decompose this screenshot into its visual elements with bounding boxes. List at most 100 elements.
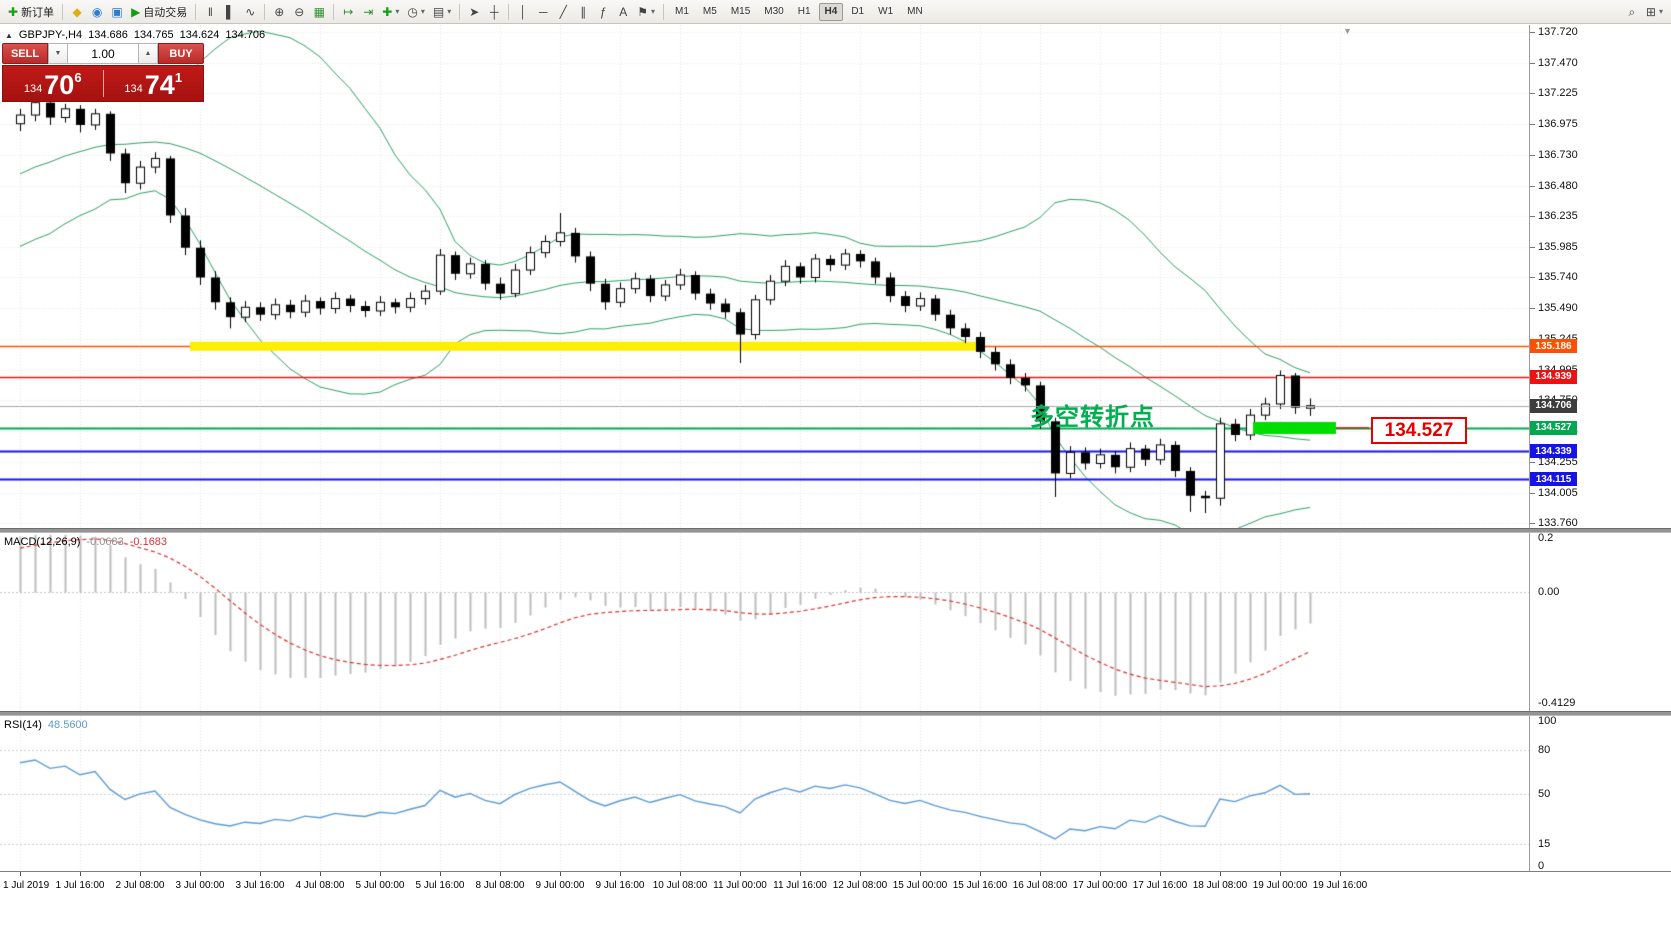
time-axis-label: 3 Jul 16:00 [235, 880, 285, 891]
time-tick-mark [1160, 872, 1161, 876]
time-tick-mark [1040, 872, 1041, 876]
buy-price-display[interactable]: 134 74 1 [104, 66, 204, 101]
autotrading-button-label: 自动交易 [143, 6, 188, 19]
toolbar-separator [62, 3, 64, 20]
triangle-up-icon: ▲ [144, 50, 152, 57]
timeframe-m1-button[interactable]: M1 [675, 6, 689, 17]
macd-signal-value: -0.1683 [129, 536, 168, 548]
price-tick-label: 134.255 [1538, 455, 1578, 468]
timeframe-w1-button[interactable]: W1 [878, 6, 894, 17]
chart-shift-marker-icon[interactable]: ▼ [1343, 26, 1352, 36]
chart-shift-icon: ⇥ [363, 4, 374, 19]
price-chart-canvas[interactable] [0, 25, 1529, 528]
timeframe-h4-button[interactable]: H4 [818, 2, 844, 21]
panel-separator[interactable] [0, 528, 1671, 533]
timeframe-d1-button[interactable]: D1 [851, 6, 865, 17]
tile-windows-icon: ▦ [313, 4, 325, 19]
ohlc-low: 134.624 [179, 29, 220, 41]
arrow-label-icon: ⚑ [637, 4, 648, 19]
price-tick-label: 137.470 [1538, 56, 1578, 69]
periods-button[interactable]: ◷ ▾ [403, 2, 429, 22]
sell-button[interactable]: SELL [2, 43, 48, 64]
volume-up-button[interactable]: ▲ [138, 43, 158, 64]
timeframe-m15-button[interactable]: M15 [730, 6, 751, 17]
time-tick-mark [1340, 872, 1341, 876]
zoom-in-button[interactable]: ⊕ [269, 2, 289, 22]
cursor-button[interactable]: ➤ [464, 2, 484, 22]
line-chart-button[interactable]: ∿ [240, 2, 260, 22]
time-tick-mark [1100, 872, 1101, 876]
price-tick-label: 137.720 [1538, 25, 1578, 38]
time-axis-label: 5 Jul 00:00 [355, 880, 405, 891]
chart-annotation-text[interactable]: 多空转折点 [1030, 404, 1155, 431]
price-tick-mark [1530, 492, 1535, 494]
time-tick-mark [680, 872, 681, 876]
time-axis-label: 5 Jul 16:00 [415, 880, 465, 891]
panel-toggle-icon[interactable]: ▲ [5, 30, 13, 40]
zoom-out-button[interactable]: ⊖ [289, 2, 309, 22]
level-callout-label[interactable]: 134.527 [1371, 417, 1467, 444]
sell-price-pips: 70 [44, 70, 75, 100]
rsi-panel[interactable]: RSI(14) 48.5600 [0, 716, 1529, 871]
market-watch-button[interactable]: ◉ [87, 2, 107, 22]
price-tick-label: 136.480 [1538, 179, 1578, 192]
crosshair-button[interactable]: ┼ [484, 2, 504, 22]
price-axis[interactable]: 137.720 137.470 137.225 136.975 136.730 136.4… [1529, 25, 1671, 872]
sell-price-display[interactable]: 134 70 6 [3, 66, 103, 101]
vertical-line-button[interactable]: │ [513, 2, 533, 22]
horizontal-line-button[interactable]: ─ [533, 2, 553, 22]
chart-shift-button[interactable]: ⇥ [358, 2, 378, 22]
timeframe-mn-button[interactable]: MN [907, 6, 923, 17]
time-axis-label: 9 Jul 00:00 [535, 880, 585, 891]
channel-button[interactable]: ∥ [573, 2, 593, 22]
panel-separator[interactable] [0, 711, 1671, 716]
templates-button[interactable]: ▤ ▾ [429, 2, 455, 22]
macd-canvas[interactable] [0, 533, 1529, 711]
time-axis[interactable]: 1 Jul 2019 1 Jul 16:00 2 Jul 08:00 3 Jul 00… [0, 871, 1671, 896]
arrows-button[interactable]: ⚑ ▾ [633, 2, 659, 22]
rsi-axis-label: 100 [1538, 715, 1557, 727]
volume-input[interactable] [68, 43, 138, 64]
candlestick-chart-button[interactable]: ▌ [220, 2, 240, 22]
cursor-icon: ➤ [469, 4, 480, 19]
time-axis-label: 17 Jul 00:00 [1072, 880, 1128, 891]
tile-windows-button[interactable]: ▦ [309, 2, 329, 22]
indicators-button[interactable]: ✚ ▾ [378, 2, 403, 22]
timeframe-m5-button[interactable]: M5 [702, 6, 717, 17]
toolbar-separator [663, 3, 665, 20]
macd-panel[interactable]: MACD(12,26,9) -0.0683 -0.1683 [0, 533, 1529, 711]
auto-scroll-button[interactable]: ↦ [338, 2, 358, 22]
timeframe-m30-button[interactable]: M30 [764, 6, 784, 17]
time-tick-mark [1280, 872, 1281, 876]
time-axis-label: 18 Jul 08:00 [1192, 880, 1248, 891]
toolbar-separator [459, 3, 461, 20]
new-order-button[interactable]: ✚ 新订单 [4, 2, 58, 22]
bar-chart-button[interactable]: ‖ [200, 2, 220, 22]
price-level-badge: 134.115 [1530, 472, 1577, 486]
chart-area[interactable]: ▲ GBPJPY-,H4 134.686 134.765 134.624 134… [0, 25, 1529, 528]
buy-button[interactable]: BUY [158, 43, 204, 64]
autotrading-button[interactable]: ▶ 自动交易 [127, 2, 191, 22]
metaeditor-button[interactable]: ◆ [67, 2, 87, 22]
toolbar-separator [264, 3, 266, 20]
text-button[interactable]: A [613, 2, 633, 22]
price-level-badge: 134.706 [1530, 398, 1577, 413]
time-axis-label: 16 Jul 08:00 [1012, 880, 1068, 891]
text-icon: A [619, 4, 628, 19]
price-tick-mark [1530, 93, 1535, 95]
fibonacci-button[interactable]: ƒ [593, 2, 613, 22]
new-order-icon: ✚ [8, 4, 19, 19]
new-chart-button[interactable]: ⊞ ▾ [1642, 2, 1667, 22]
search-button[interactable]: ⌕ [1622, 2, 1642, 22]
price-tick-mark [1530, 247, 1535, 249]
terminal-button[interactable]: ▣ [107, 2, 127, 22]
volume-down-button[interactable]: ▼ [48, 43, 68, 64]
price-level-badge: 134.939 [1530, 369, 1577, 384]
rsi-canvas[interactable] [0, 716, 1529, 871]
caret-down-icon: ▾ [420, 7, 425, 16]
time-tick-mark [80, 872, 81, 876]
timeframe-h1-button[interactable]: H1 [797, 6, 811, 17]
price-tick-mark [1530, 62, 1535, 64]
macd-main-value: -0.0683 [86, 536, 124, 548]
trendline-button[interactable]: ╱ [553, 2, 573, 22]
